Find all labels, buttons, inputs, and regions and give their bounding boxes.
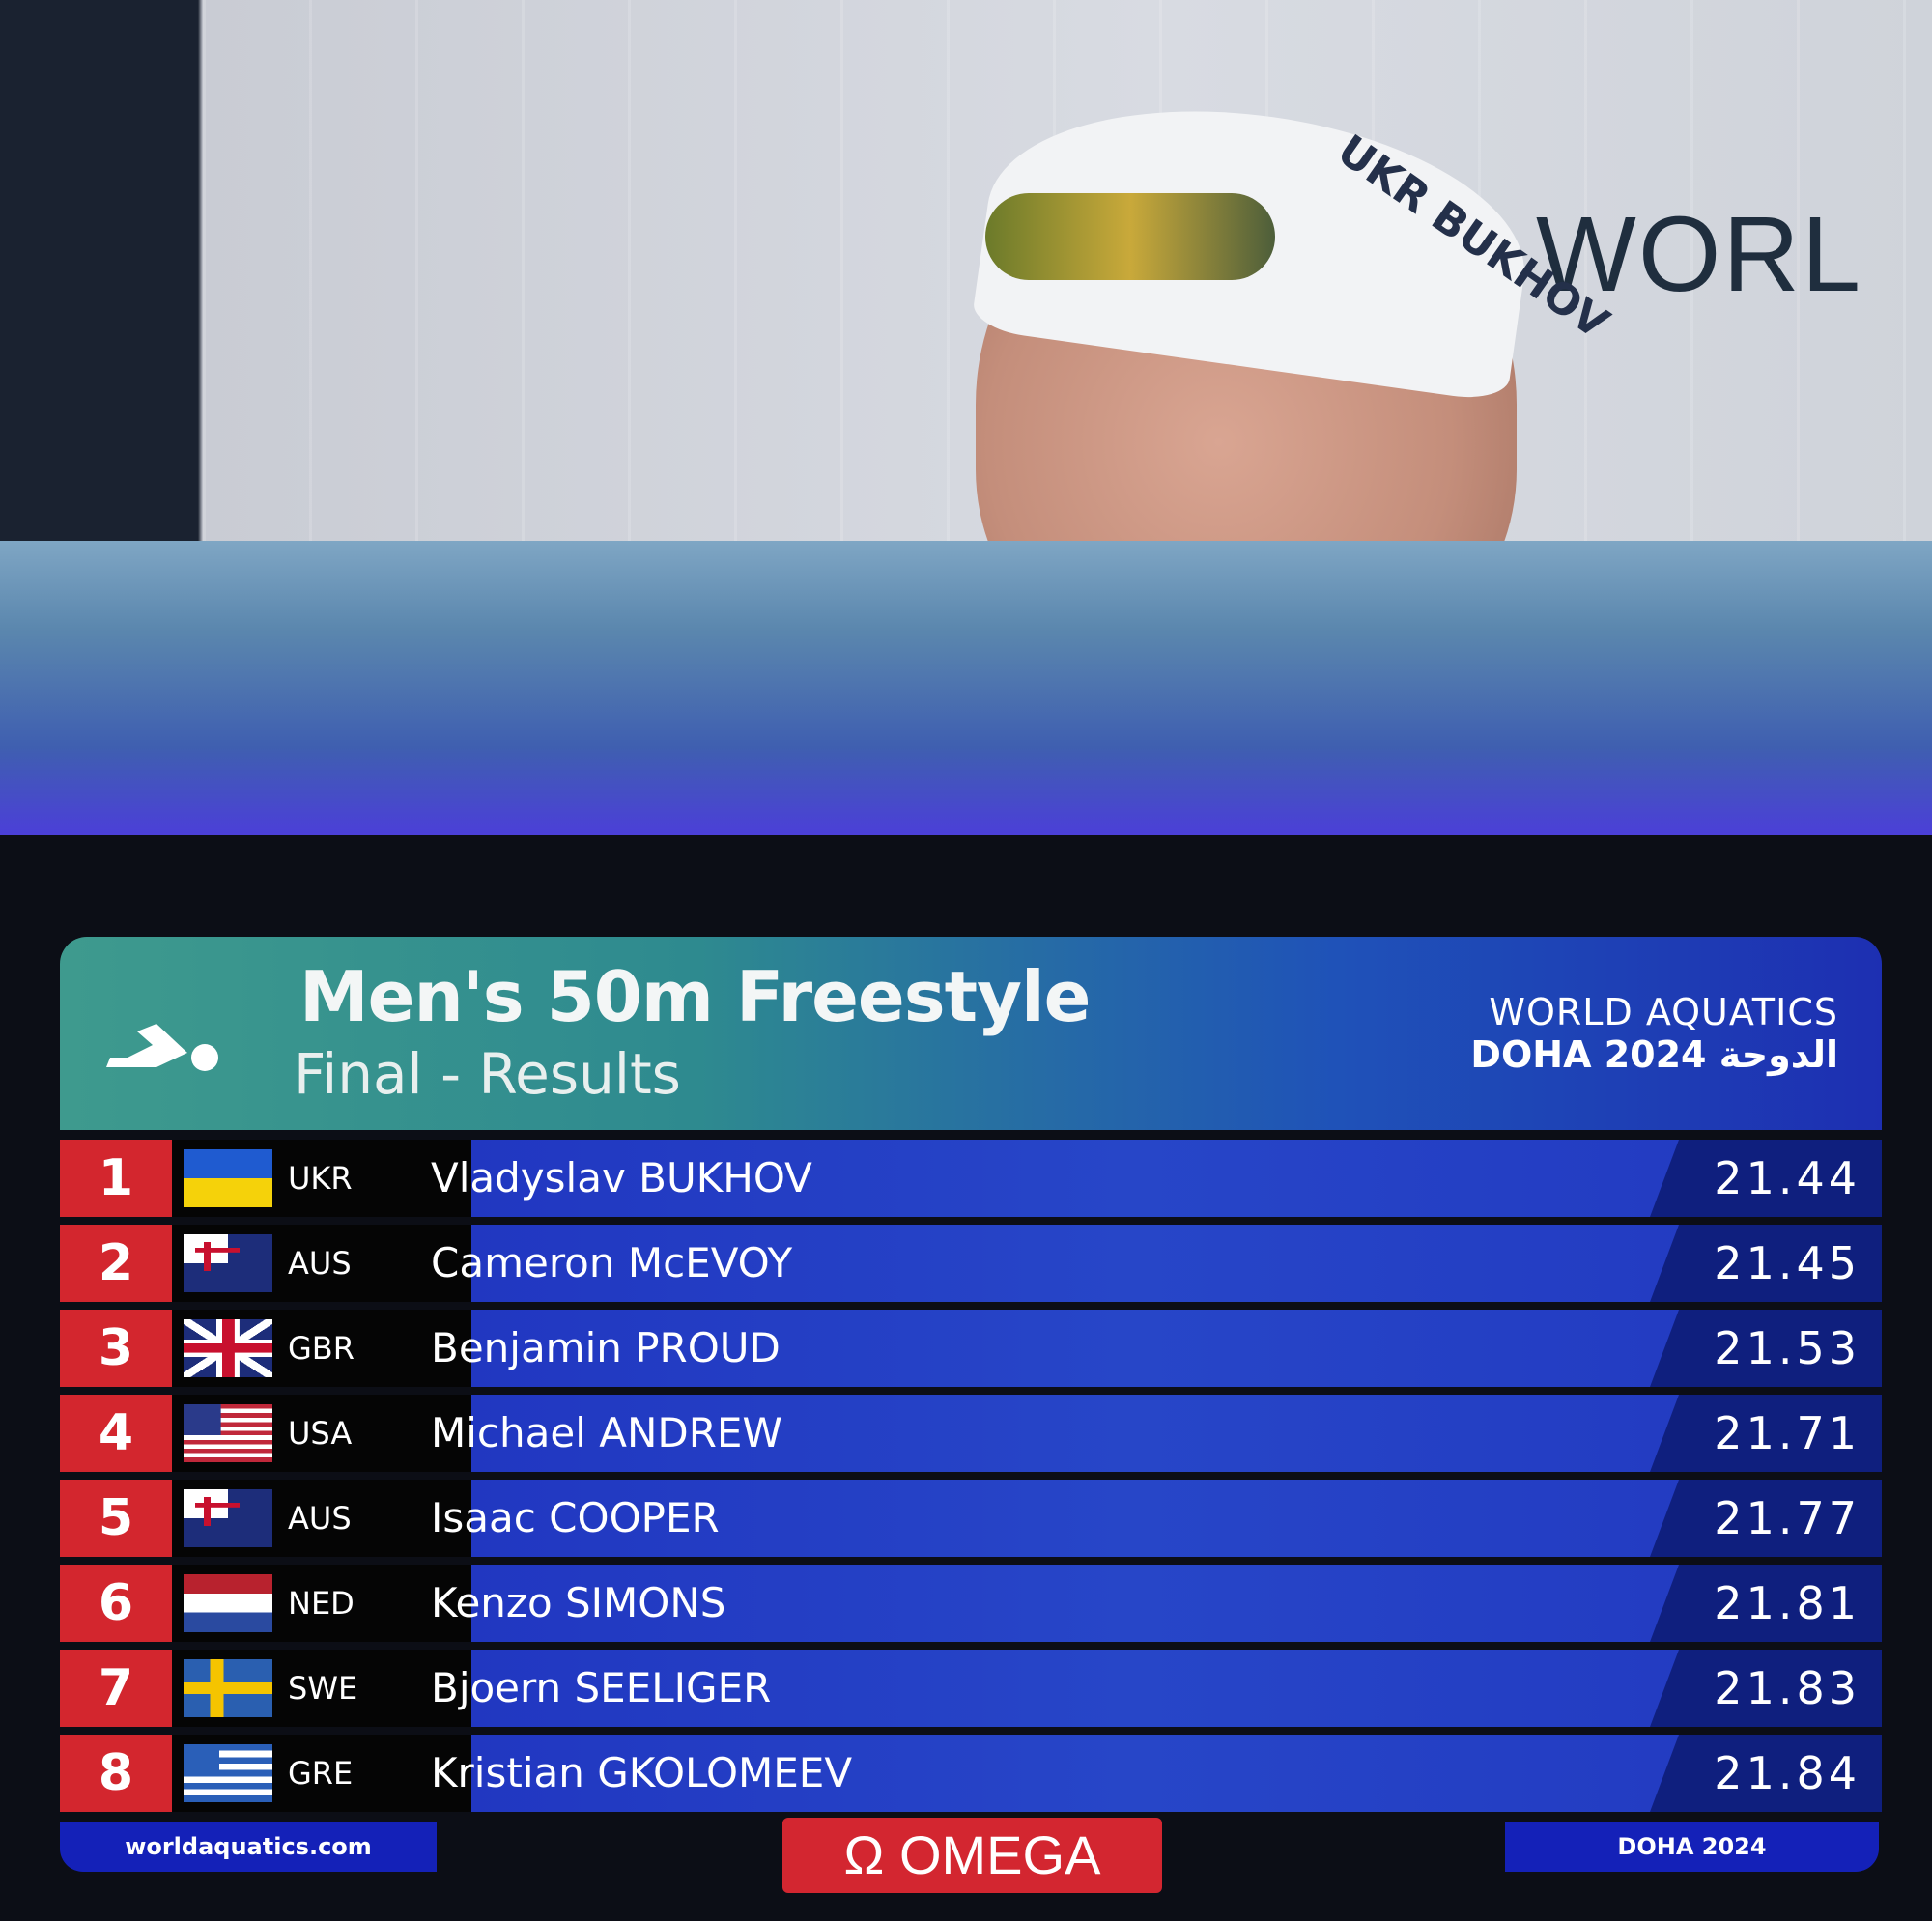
country-box: AUS: [172, 1480, 471, 1557]
time-box: [1650, 1480, 1882, 1557]
athlete-name: Vladyslav BUKHOV: [431, 1154, 812, 1201]
result-time: 21.71: [1714, 1407, 1861, 1459]
name-bar: [384, 1140, 1882, 1217]
country-code: SWE: [288, 1670, 358, 1707]
rank: 6: [60, 1565, 172, 1642]
result-time: 21.53: [1714, 1322, 1861, 1374]
flag-icon-gbr: [184, 1319, 272, 1377]
country-box: USA: [172, 1395, 471, 1472]
flag-icon-usa: [184, 1404, 272, 1462]
result-row: 5 AUS Isaac COOPER 21.77: [60, 1480, 1882, 1557]
country-box: GRE: [172, 1735, 471, 1812]
rank: 1: [60, 1140, 172, 1217]
omega-logo: Ω OMEGA: [782, 1818, 1162, 1893]
result-row: 8 GRE Kristian GKOLOMEEV 21.84: [60, 1735, 1882, 1812]
rank: 3: [60, 1310, 172, 1387]
result-time: 21.45: [1714, 1237, 1861, 1289]
time-box: [1650, 1650, 1882, 1727]
result-row: 6 NED Kenzo SIMONS 21.81: [60, 1565, 1882, 1642]
result-row: 1 UKR Vladyslav BUKHOV 21.44: [60, 1140, 1882, 1217]
athlete-name: Benjamin PROUD: [431, 1324, 781, 1371]
goggles: [985, 193, 1275, 280]
time-box: [1650, 1310, 1882, 1387]
flag-icon-ned: [184, 1574, 272, 1632]
result-time: 21.81: [1714, 1577, 1861, 1629]
country-code: USA: [288, 1415, 353, 1452]
name-bar: [384, 1225, 1882, 1302]
country-code: NED: [288, 1585, 355, 1622]
result-row: 3 GBR Benjamin PROUD 21.53: [60, 1310, 1882, 1387]
country-box: GBR: [172, 1310, 471, 1387]
time-box: [1650, 1735, 1882, 1812]
name-bar: [384, 1480, 1882, 1557]
time-box: [1650, 1395, 1882, 1472]
country-box: AUS: [172, 1225, 471, 1302]
time-box: [1650, 1140, 1882, 1217]
pool-water: [0, 541, 1932, 835]
country-code: GRE: [288, 1755, 354, 1792]
swimmer-photo: WORL UKR BUKHOV: [0, 0, 1932, 835]
athlete-name: Kristian GKOLOMEEV: [431, 1749, 853, 1796]
country-code: GBR: [288, 1330, 355, 1367]
result-row: 7 SWE Bjoern SEELIGER 21.83: [60, 1650, 1882, 1727]
flag-icon-ukr: [184, 1149, 272, 1207]
rank: 2: [60, 1225, 172, 1302]
country-box: SWE: [172, 1650, 471, 1727]
country-code: AUS: [288, 1245, 352, 1282]
athlete-name: Kenzo SIMONS: [431, 1579, 726, 1626]
flag-icon-gre: [184, 1744, 272, 1802]
athlete-name: Bjoern SEELIGER: [431, 1664, 772, 1711]
athlete-name: Michael ANDREW: [431, 1409, 782, 1456]
name-bar: [384, 1735, 1882, 1812]
country-code: AUS: [288, 1500, 352, 1537]
results-header: Men's 50m Freestyle Final - Results WORL…: [60, 937, 1882, 1130]
brand-line-2: DOHA 2024 الدوحة: [1470, 1033, 1838, 1076]
athlete-name: Cameron McEVOY: [431, 1239, 793, 1286]
flag-icon-swe: [184, 1659, 272, 1717]
country-box: UKR: [172, 1140, 471, 1217]
brand-line-1: WORLD AQUATICS: [1489, 991, 1838, 1033]
result-time: 21.77: [1714, 1492, 1861, 1544]
flag-icon-aus: [184, 1234, 272, 1292]
rank: 7: [60, 1650, 172, 1727]
country-code: UKR: [288, 1160, 353, 1197]
result-row: 4 USA Michael ANDREW 21.71: [60, 1395, 1882, 1472]
event-label: DOHA 2024: [1505, 1822, 1879, 1872]
athlete-name: Isaac COOPER: [431, 1494, 720, 1541]
swimmer-icon: [106, 1024, 218, 1071]
flag-icon-aus: [184, 1489, 272, 1547]
website-label: worldaquatics.com: [60, 1822, 437, 1872]
venue-sign: WORL: [1536, 195, 1862, 314]
event-title: Men's 50m Freestyle: [299, 956, 1091, 1037]
rank: 8: [60, 1735, 172, 1812]
rank: 4: [60, 1395, 172, 1472]
name-bar: [384, 1565, 1882, 1642]
event-subtitle: Final - Results: [294, 1041, 681, 1107]
time-box: [1650, 1225, 1882, 1302]
country-box: NED: [172, 1565, 471, 1642]
time-box: [1650, 1565, 1882, 1642]
name-bar: [384, 1310, 1882, 1387]
result-time: 21.44: [1714, 1152, 1861, 1204]
rank: 5: [60, 1480, 172, 1557]
name-bar: [384, 1650, 1882, 1727]
result-time: 21.83: [1714, 1662, 1861, 1714]
result-time: 21.84: [1714, 1747, 1861, 1799]
name-bar: [384, 1395, 1882, 1472]
result-row: 2 AUS Cameron McEVOY 21.45: [60, 1225, 1882, 1302]
